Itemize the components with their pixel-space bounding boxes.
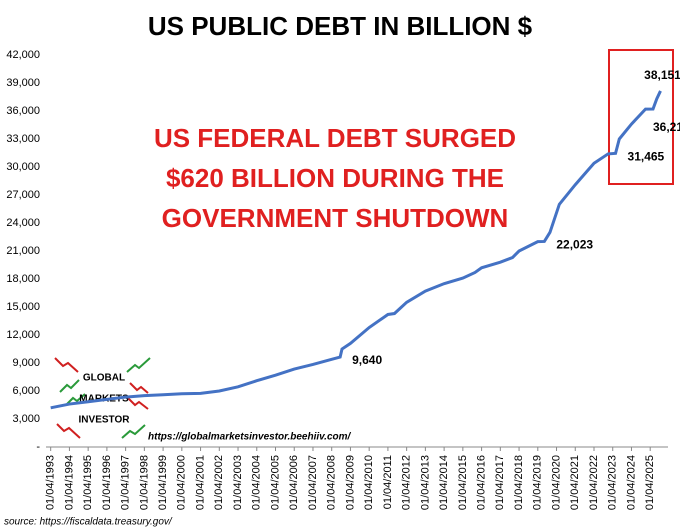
logo-text: GLOBAL [83,373,125,384]
x-tick-label: 01/04/2007 [307,455,319,510]
x-tick-label: 01/04/2006 [288,455,300,510]
logo-text: INVESTOR [79,415,131,426]
y-tick-label: 33,000 [6,133,40,145]
highlight-box [608,49,674,185]
annotation: $620 BILLION DURING THE [166,163,504,193]
x-tick-label: 01/04/2002 [213,455,225,510]
x-tick-label: 01/04/2019 [532,455,544,510]
x-tick-label: 01/04/2001 [194,455,206,510]
x-tick-label: 01/04/2022 [588,455,600,510]
y-tick-label: 15,000 [6,301,40,313]
logo-arrows [54,357,151,439]
x-tick-label: 01/04/2017 [494,455,506,510]
y-tick-label: 3,000 [12,413,40,425]
x-tick-label: 01/04/2005 [269,455,281,510]
x-tick-label: 01/04/2013 [419,455,431,510]
value-label: 36,211 [653,120,680,134]
annotation: US FEDERAL DEBT SURGED [154,123,516,153]
x-tick-label: 01/04/2011 [382,455,394,509]
x-tick-label: 01/04/1996 [101,455,113,510]
y-tick-label: 27,000 [6,189,40,201]
x-tick-label: 01/04/2021 [569,455,581,510]
url: https://globalmarketsinvestor.beehiiv.co… [148,432,352,443]
x-tick-label: 01/04/2014 [438,455,450,510]
line [50,90,662,410]
chart-title: US PUBLIC DEBT IN BILLION $ [148,11,533,41]
source: source: https://fiscaldata.treasury.gov/ [4,517,173,528]
y-tick-label: 30,000 [6,161,40,173]
x-tick-label: 01/04/2012 [401,455,413,510]
x-tick-label: 01/04/2009 [344,455,356,510]
y-tick-label: 39,000 [6,77,40,89]
annotation: GOVERNMENT SHUTDOWN [162,203,509,233]
x-tick-label: 01/04/2003 [232,455,244,510]
x-tick-label: 01/04/2025 [644,455,656,510]
value-label: 38,151 [644,68,680,82]
value-label: 31,465 [628,149,665,163]
y-tick-label: 18,000 [6,273,40,285]
x-tick-label: 01/04/2000 [176,455,188,510]
y-tick-label: 24,000 [6,217,40,229]
x-tick-label: 01/04/2023 [607,455,619,510]
x-tick-label: 01/04/1993 [45,455,57,510]
y-tick-label: 42,000 [6,49,40,61]
x-tick-label: 01/04/1994 [63,455,75,510]
y-tick-label: 36,000 [6,105,40,117]
value-label: 9,640 [352,353,382,367]
y-tick-label: - [36,441,40,453]
y-tick-label: 21,000 [6,245,40,257]
y-tick-label: 12,000 [6,329,40,341]
y-tick-label: 9,000 [12,357,40,369]
x-tick-label: 01/04/2016 [475,455,487,510]
x-tick-label: 01/04/2018 [513,455,525,510]
x-tick-label: 01/04/2004 [251,455,263,510]
x-tick-label: 01/04/2020 [550,455,562,510]
x-tick-label: 01/04/2024 [625,455,637,510]
value-label: 22,023 [556,238,593,252]
x-tick-label: 01/04/2015 [457,455,469,510]
x-tick-label: 01/04/2010 [363,455,375,510]
x-tick-label: 01/04/1997 [120,455,132,510]
x-tick-label: 01/04/1995 [82,455,94,510]
x-tick-label: 01/04/1999 [157,455,169,510]
y-tick-label: 6,000 [12,385,40,397]
x-tick-label: 01/04/1998 [138,455,150,510]
x-tick-label: 01/04/2008 [326,455,338,510]
